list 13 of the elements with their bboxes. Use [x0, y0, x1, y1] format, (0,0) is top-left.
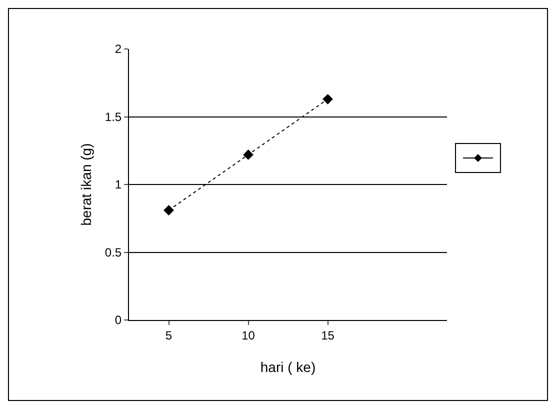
point: [322, 94, 333, 104]
y-tick-label: 1.5: [104, 110, 122, 124]
point: [164, 205, 174, 216]
y-tick-label: 0: [114, 313, 122, 328]
y-tick-label: 2: [114, 42, 122, 56]
point: [243, 149, 254, 160]
x-tick-label: 5: [165, 328, 172, 342]
x-axis-title: hari ( ke): [260, 359, 316, 375]
x-tick-label: 10: [242, 328, 256, 342]
y-tick-label: 0.5: [104, 245, 122, 260]
x-tick-label: 15: [321, 328, 335, 342]
y-tick-label: 1: [114, 178, 122, 192]
y-axis-title: berat ikan (g): [78, 143, 94, 226]
